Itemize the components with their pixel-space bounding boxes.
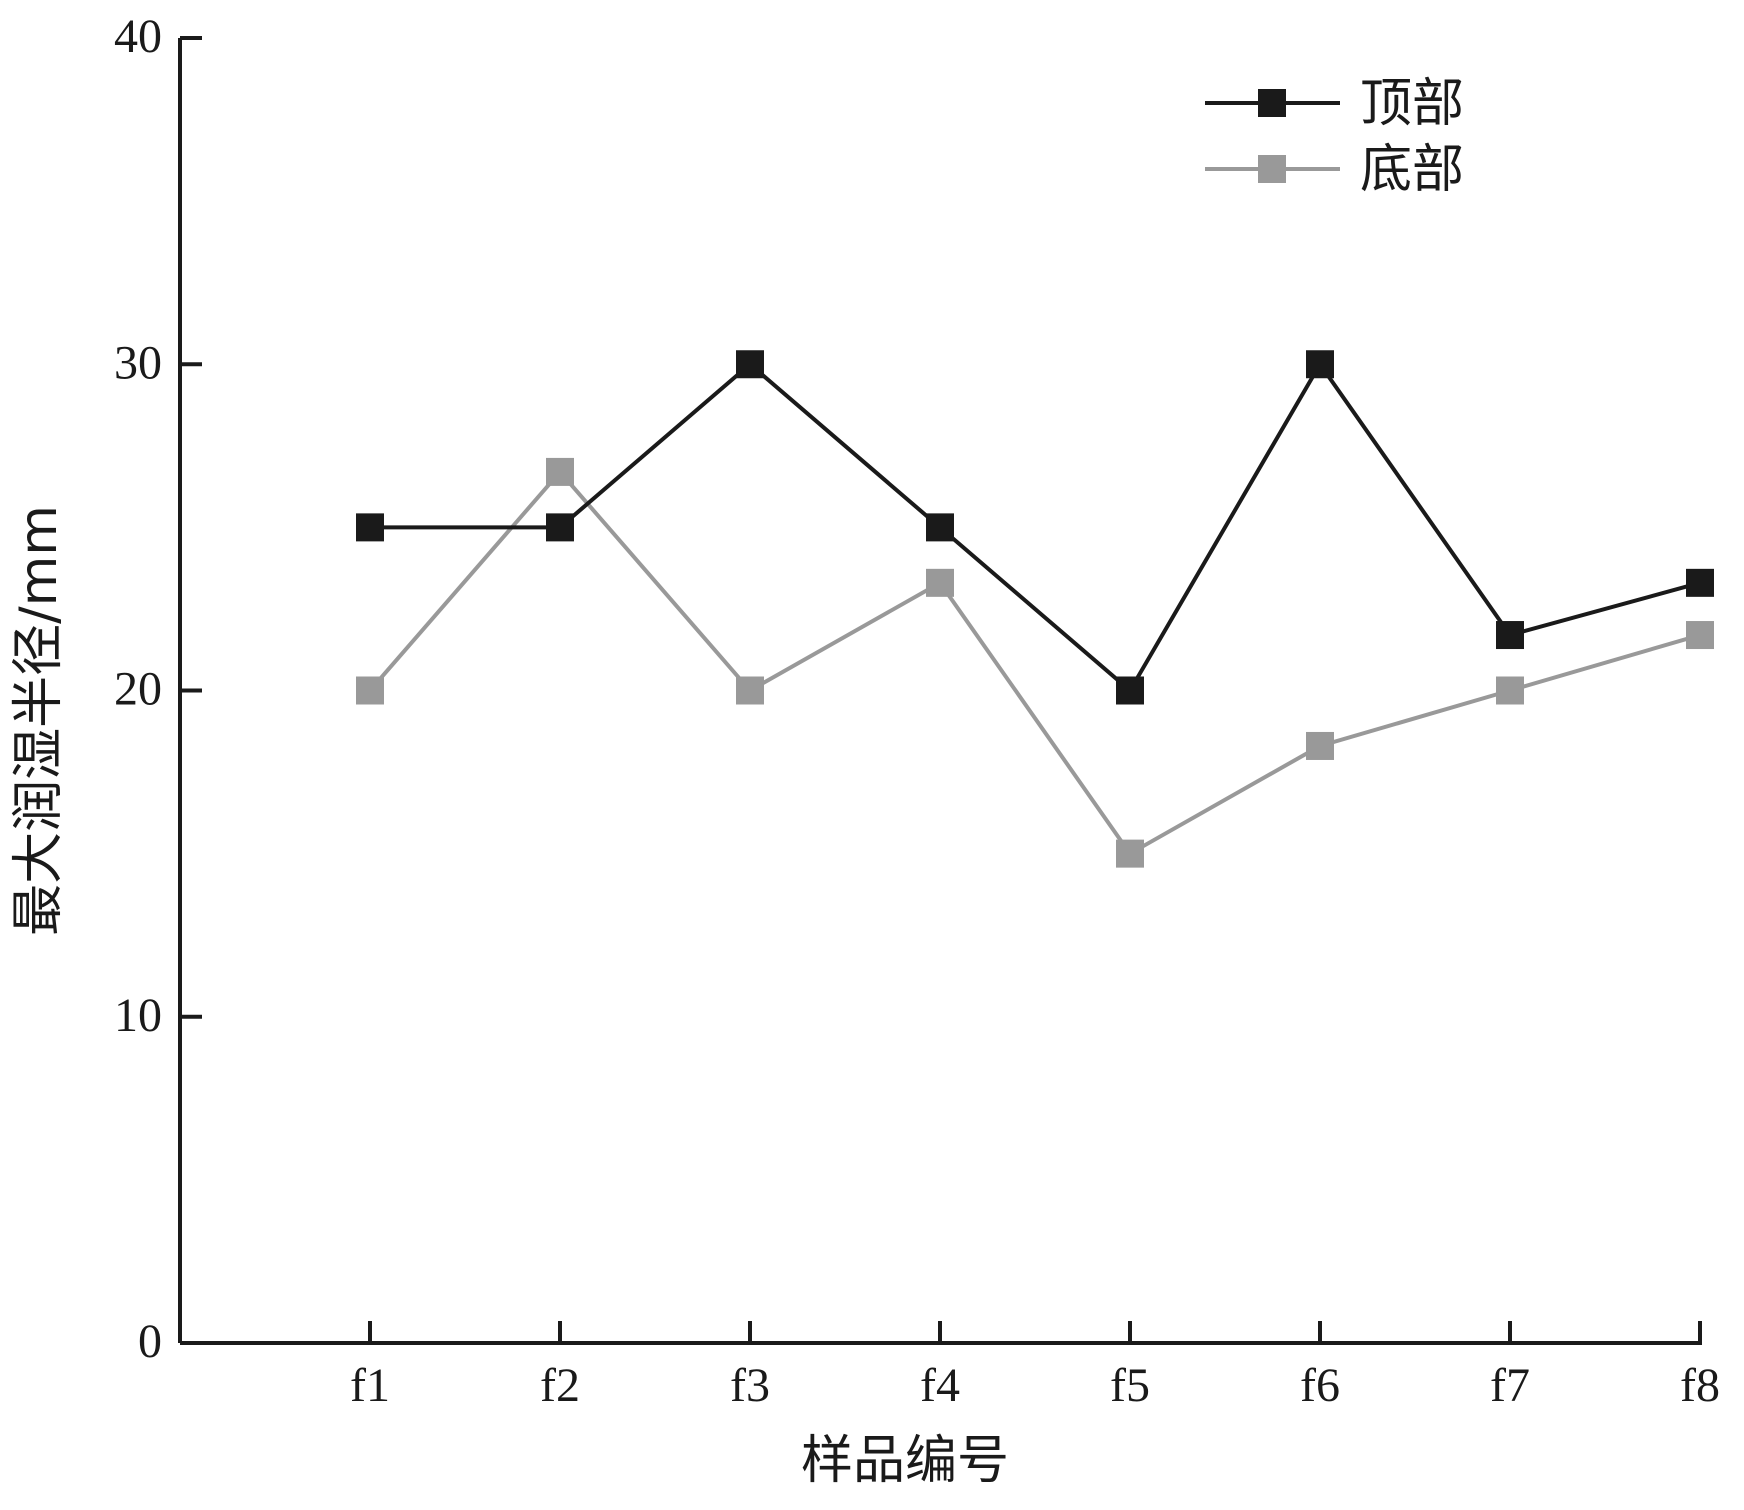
data-point xyxy=(1686,621,1714,650)
y-tick-label: 30 xyxy=(114,336,162,389)
data-point xyxy=(926,568,954,597)
data-point xyxy=(546,457,574,486)
data-point xyxy=(1116,676,1144,705)
data-point xyxy=(1686,568,1714,597)
data-point xyxy=(736,350,764,379)
x-tick-label: f8 xyxy=(1680,1359,1720,1412)
data-point xyxy=(356,513,384,542)
legend-label: 顶部 xyxy=(1360,74,1464,134)
x-tick-label: f2 xyxy=(540,1359,580,1412)
y-axis-title: 最大润湿半径/mm xyxy=(9,505,69,936)
series-line xyxy=(370,360,1701,694)
x-tick-label: f6 xyxy=(1300,1359,1340,1412)
data-point xyxy=(1496,676,1524,705)
axes xyxy=(178,38,1702,1345)
x-tick-label: f1 xyxy=(350,1359,390,1412)
x-axis-ticks: f1 f2 f3 f4 f5 f6 f7 f8 xyxy=(350,1321,1720,1412)
data-point xyxy=(1306,350,1334,379)
data-point xyxy=(1116,839,1144,868)
data-point xyxy=(1306,731,1334,760)
legend-item: 底部 xyxy=(1205,140,1464,200)
data-point xyxy=(736,676,764,705)
x-tick-label: f7 xyxy=(1490,1359,1530,1412)
legend-item: 顶部 xyxy=(1205,74,1464,134)
series-layer xyxy=(356,350,1714,868)
series-1 xyxy=(356,350,1714,705)
x-tick-label: f5 xyxy=(1110,1359,1150,1412)
legend-marker xyxy=(1258,89,1286,117)
series-2 xyxy=(356,457,1714,868)
x-tick-label: f4 xyxy=(920,1359,960,1412)
x-axis-title: 样品编号 xyxy=(801,1431,1009,1491)
legend-marker xyxy=(1258,155,1286,183)
y-tick-label: 10 xyxy=(114,989,162,1042)
y-tick-label: 40 xyxy=(114,10,162,63)
data-point xyxy=(546,513,574,542)
y-tick-label: 20 xyxy=(114,663,162,716)
data-point xyxy=(926,513,954,542)
series-line xyxy=(368,468,1701,857)
legend-label: 底部 xyxy=(1360,140,1464,200)
y-axis-ticks: 0 10 20 30 40 xyxy=(114,10,202,1368)
data-point xyxy=(1496,621,1524,650)
data-point xyxy=(356,676,384,705)
x-tick-label: f3 xyxy=(730,1359,770,1412)
y-tick-label: 0 xyxy=(138,1315,162,1368)
